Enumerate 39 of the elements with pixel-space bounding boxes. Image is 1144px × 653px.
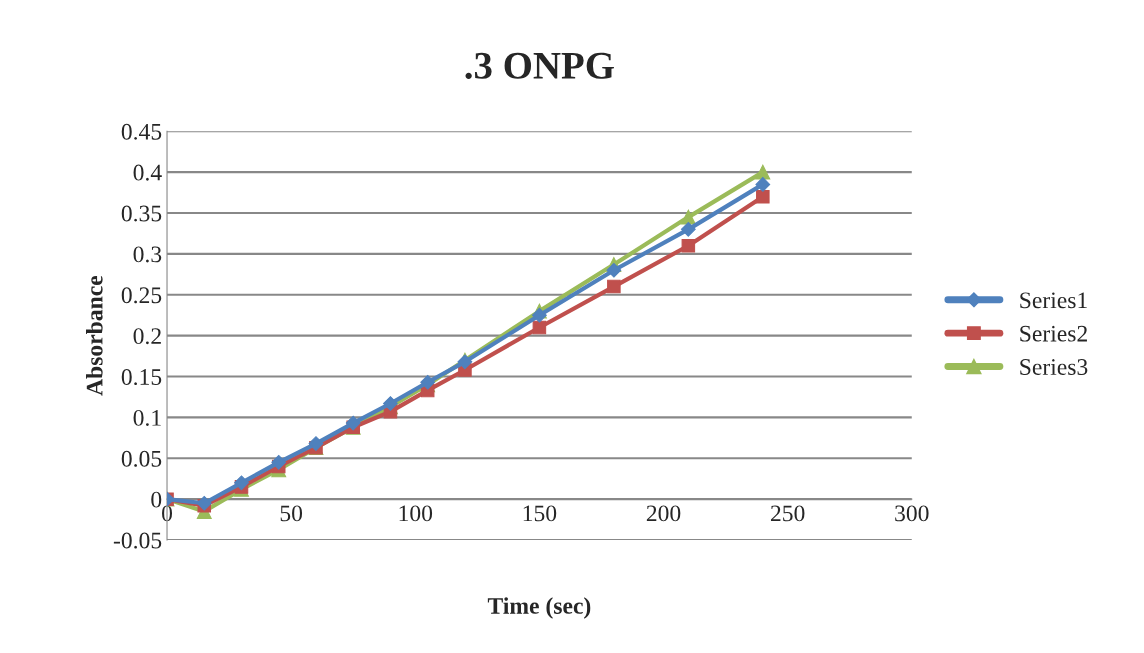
- x-tick-label: 200: [646, 505, 681, 522]
- legend-label: Series2: [1020, 325, 1087, 342]
- x-tick-label: 50: [280, 505, 303, 522]
- legend-label: Series1: [1020, 292, 1087, 309]
- point: [607, 279, 621, 294]
- x-axis-title: Time (sec): [487, 597, 591, 619]
- y-axis-title: Absorbance: [86, 275, 103, 396]
- point: [532, 307, 547, 323]
- y-tick-label: 0.3: [133, 246, 162, 263]
- y-tick-label: 0.45: [121, 123, 162, 140]
- y-tick-label: 0: [151, 491, 162, 508]
- x-tick-label: 100: [399, 505, 433, 522]
- y-tick-label: 0.25: [121, 287, 162, 304]
- point: [755, 164, 771, 180]
- legend-label: Series3: [1020, 359, 1088, 375]
- x-tick-label: 300: [895, 505, 929, 522]
- point: [680, 209, 696, 225]
- x-tick-label: 250: [770, 505, 805, 522]
- y-tick-label: -0.05: [113, 532, 162, 549]
- point: [756, 189, 770, 204]
- y-tick-label: 0.35: [121, 205, 162, 222]
- point: [532, 320, 547, 335]
- point: [681, 238, 696, 253]
- x-tick-label: 150: [523, 505, 557, 522]
- point: [345, 415, 361, 431]
- point: [234, 475, 249, 491]
- point: [755, 177, 771, 192]
- point: [271, 454, 287, 470]
- y-tick-label: 0.4: [133, 164, 162, 181]
- point: [680, 221, 696, 237]
- point: [383, 396, 398, 411]
- y-tick-label: 0.1: [133, 409, 161, 426]
- point: [606, 262, 622, 278]
- y-tick-label: 0.05: [121, 450, 162, 467]
- x-tick-label: 0: [162, 505, 173, 522]
- chart-title: .3 ONPG: [465, 52, 614, 80]
- point: [308, 436, 324, 451]
- y-tick-label: 0.15: [121, 369, 162, 386]
- y-tick-label: 0.2: [133, 328, 161, 345]
